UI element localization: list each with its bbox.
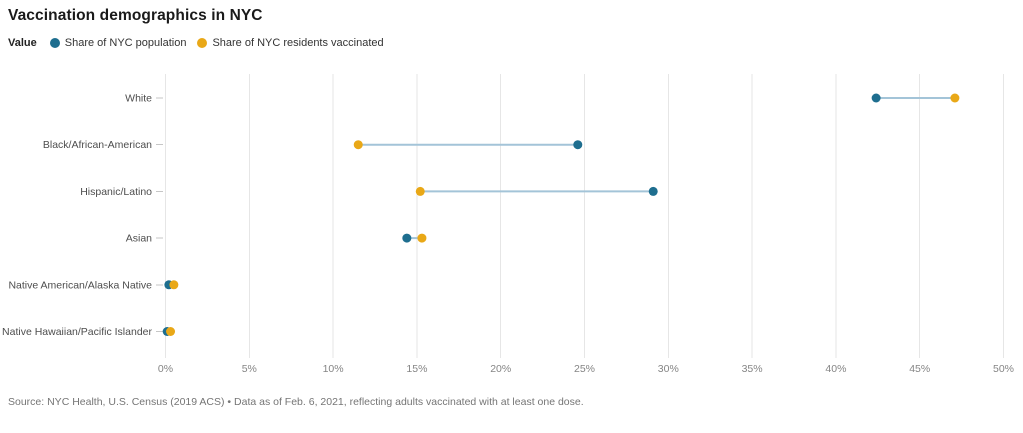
population-dot[interactable] bbox=[573, 140, 583, 150]
x-axis-tick-label: 45% bbox=[909, 363, 930, 375]
population-legend-dot-icon bbox=[49, 38, 60, 48]
vaccinated-dot[interactable] bbox=[353, 140, 363, 150]
x-axis-tick-label: 20% bbox=[490, 363, 511, 375]
category-label: Hispanic/Latino bbox=[80, 186, 152, 198]
vaccinated-dot[interactable] bbox=[950, 93, 960, 103]
legend-key-label: Value bbox=[8, 37, 37, 49]
x-axis-tick-label: 15% bbox=[406, 363, 427, 375]
category-label: White bbox=[125, 93, 152, 105]
x-axis-tick-label: 40% bbox=[825, 363, 846, 375]
legend-item-label: Share of NYC residents vaccinated bbox=[212, 37, 384, 49]
population-dot[interactable] bbox=[648, 186, 658, 196]
legend-item-vaccinated[interactable]: Share of NYC residents vaccinated bbox=[197, 37, 384, 49]
population-dot[interactable] bbox=[871, 93, 881, 103]
x-axis-tick-label: 10% bbox=[323, 363, 344, 375]
chart-title: Vaccination demographics in NYC bbox=[8, 7, 263, 24]
x-axis-tick-label: 0% bbox=[158, 363, 173, 375]
source-note: Source: NYC Health, U.S. Census (2019 AC… bbox=[8, 396, 584, 408]
x-axis-tick-label: 50% bbox=[993, 363, 1014, 375]
x-axis-tick-label: 25% bbox=[574, 363, 595, 375]
legend-item-label: Share of NYC population bbox=[64, 37, 187, 49]
legend: Value Share of NYC population Share of N… bbox=[8, 37, 395, 49]
population-dot[interactable] bbox=[402, 233, 412, 243]
category-label: Black/African-American bbox=[43, 139, 152, 151]
category-label: Native American/Alaska Native bbox=[8, 279, 152, 291]
category-label: Native Hawaiian/Pacific Islander bbox=[2, 326, 152, 338]
vaccinated-dot[interactable] bbox=[169, 280, 179, 290]
vaccinated-dot[interactable] bbox=[166, 327, 176, 336]
vaccinated-dot[interactable] bbox=[415, 186, 425, 196]
category-label: Asian bbox=[126, 233, 152, 245]
vaccinated-legend-dot-icon bbox=[197, 38, 208, 48]
x-axis-tick-label: 30% bbox=[658, 363, 679, 375]
x-axis-tick-label: 5% bbox=[242, 363, 257, 375]
vaccinated-dot[interactable] bbox=[417, 233, 427, 243]
x-axis-tick-label: 35% bbox=[742, 363, 763, 375]
legend-item-population[interactable]: Share of NYC population bbox=[49, 37, 187, 49]
